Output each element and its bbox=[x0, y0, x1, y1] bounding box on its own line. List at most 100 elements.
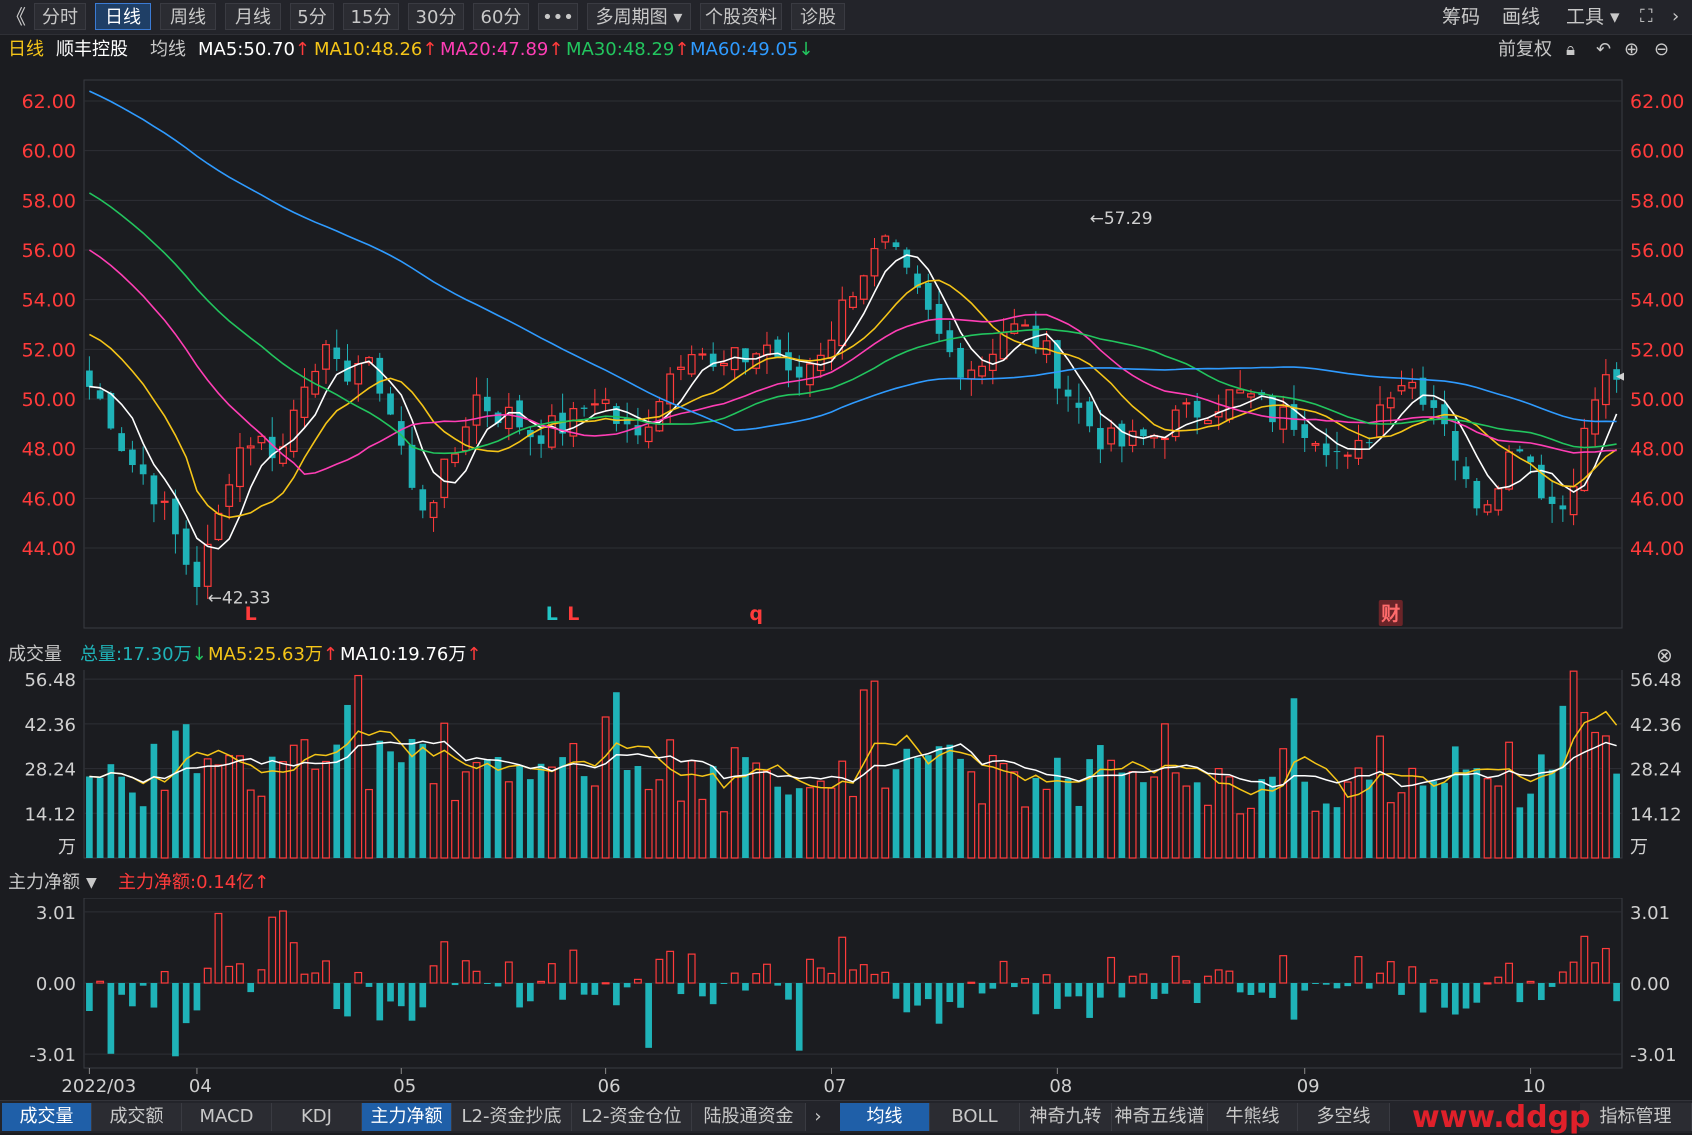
candle-body bbox=[687, 354, 696, 375]
indicator-tab-2[interactable]: MACD bbox=[182, 1103, 272, 1131]
volume-bar bbox=[1494, 785, 1503, 859]
candle-body bbox=[1473, 480, 1481, 509]
volume-bar bbox=[1322, 803, 1330, 858]
toolbar-button-3[interactable]: 月线 bbox=[225, 3, 281, 30]
volume-bar bbox=[1150, 776, 1159, 859]
overlay-tab-4[interactable]: 牛熊线 bbox=[1208, 1103, 1298, 1131]
capital-bar bbox=[129, 983, 136, 1007]
indicator-tab-6[interactable]: L2-资金仓位 bbox=[572, 1103, 692, 1131]
overlay-tab-3[interactable]: 神奇五线谱 bbox=[1112, 1103, 1208, 1131]
candle-body bbox=[1160, 437, 1169, 441]
capital-bar bbox=[1075, 983, 1083, 997]
volume-bar bbox=[1258, 779, 1266, 858]
overlay-tab-0[interactable]: 均线 bbox=[840, 1103, 930, 1131]
chevron-right-icon[interactable]: › bbox=[1672, 6, 1680, 27]
zoom-in-icon[interactable]: ⊕ bbox=[1624, 39, 1640, 60]
volume-bar bbox=[838, 760, 847, 859]
toolbar-right-1[interactable]: 画线 bbox=[1502, 6, 1541, 28]
volume-header: 成交量 总量:17.30万↓ MA5:25.63万↑ MA10:19.76万↑ … bbox=[0, 640, 1692, 670]
toolbar-right-2[interactable]: 工具 ▾ bbox=[1566, 6, 1620, 28]
volume-bar bbox=[257, 795, 266, 859]
candle-body bbox=[613, 406, 620, 424]
stock-name[interactable]: 顺丰控股 bbox=[56, 39, 128, 60]
volume-bar bbox=[387, 751, 394, 858]
volume-tick-left: 28.24 bbox=[24, 760, 76, 781]
candle-body bbox=[322, 344, 330, 370]
candle-body bbox=[408, 444, 416, 488]
ma-item-2: MA20:47.89↑ bbox=[440, 39, 564, 60]
candle-body bbox=[1064, 389, 1072, 397]
capital-bar bbox=[1398, 983, 1405, 995]
capital-bar bbox=[1150, 983, 1158, 1000]
volume-bar bbox=[354, 674, 363, 859]
capital-bar bbox=[139, 983, 147, 986]
toolbar-button-11[interactable]: 诊股 bbox=[791, 3, 845, 30]
capital-bar bbox=[376, 983, 384, 1021]
toolbar-right-0[interactable]: 筹码 bbox=[1442, 6, 1481, 28]
price-tick-left: 54.00 bbox=[22, 290, 76, 312]
capital-bar bbox=[677, 983, 685, 995]
indicator-tab-0[interactable]: 成交量 bbox=[2, 1103, 92, 1131]
volume-bar bbox=[547, 766, 556, 859]
overlay-tab-2[interactable]: 神奇九转 bbox=[1020, 1103, 1112, 1131]
candle-body bbox=[634, 425, 642, 436]
marker-4: 财 bbox=[1381, 602, 1400, 625]
candle-body bbox=[1182, 402, 1191, 405]
low-price-label: ←42.33 bbox=[208, 588, 271, 608]
candle-body bbox=[1419, 377, 1427, 405]
candle-body bbox=[547, 415, 556, 448]
toolbar-button-6[interactable]: 30分 bbox=[408, 3, 464, 30]
indicator-tab-3[interactable]: KDJ bbox=[272, 1103, 362, 1131]
capital-bar bbox=[1322, 983, 1330, 985]
candle-body bbox=[1054, 340, 1061, 389]
caret-down-icon[interactable]: ▼ bbox=[86, 875, 97, 891]
price-tick-left: 44.00 bbox=[22, 538, 76, 560]
double-chevron-left-icon[interactable]: 《 bbox=[6, 5, 26, 29]
indicator-tab-4[interactable]: 主力净额 bbox=[362, 1103, 452, 1131]
adjust-label[interactable]: 前复权 bbox=[1498, 39, 1552, 60]
indicator-tab-5[interactable]: L2-资金抄底 bbox=[452, 1103, 572, 1131]
candle-body bbox=[376, 357, 384, 394]
indicator-manage-tab[interactable]: 指标管理 bbox=[1580, 1103, 1692, 1131]
capital-bar bbox=[730, 972, 739, 984]
marker-2: L bbox=[567, 603, 579, 625]
lock-icon[interactable]: 🔒︎ bbox=[1566, 40, 1576, 60]
volume-bar bbox=[1010, 771, 1019, 859]
capital-bar bbox=[1247, 983, 1255, 995]
toolbar-button-7[interactable]: 60分 bbox=[473, 3, 529, 30]
candle-body bbox=[676, 366, 685, 370]
candle-body bbox=[300, 386, 309, 418]
toolbar-button-10[interactable]: 个股资料 bbox=[700, 3, 782, 30]
x-label-6: 09 bbox=[1297, 1076, 1320, 1097]
toolbar-button-4[interactable]: 5分 bbox=[290, 3, 334, 30]
volume-title[interactable]: 成交量 bbox=[8, 644, 62, 665]
indicator-tab-7[interactable]: 陆股通资金 bbox=[692, 1103, 806, 1131]
capital-title[interactable]: 主力净额 bbox=[8, 872, 80, 893]
close-circle-icon[interactable]: ⊗ bbox=[1656, 643, 1673, 667]
volume-bar bbox=[1483, 778, 1492, 859]
undo-icon[interactable]: ↶ bbox=[1596, 39, 1612, 60]
capital-bar bbox=[1182, 980, 1191, 984]
zoom-out-icon[interactable]: ⊖ bbox=[1654, 39, 1670, 60]
ma-label[interactable]: 均线 bbox=[150, 39, 186, 60]
toolbar-button-5[interactable]: 15分 bbox=[343, 3, 399, 30]
toolbar-button-0[interactable]: 分时 bbox=[34, 3, 86, 30]
stock-chart[interactable]: 62.00 62.00 60.00 60.00 58.00 58.00 56.00 56.00… bbox=[0, 66, 1692, 1100]
candle-body bbox=[1128, 430, 1137, 446]
capital-bar bbox=[1042, 974, 1051, 984]
toolbar-button-8[interactable]: ••• bbox=[538, 3, 578, 30]
overlay-tab-5[interactable]: 多空线 bbox=[1298, 1103, 1390, 1131]
candle-body bbox=[172, 498, 179, 535]
overlay-tab-1[interactable]: BOLL bbox=[930, 1103, 1020, 1131]
fullscreen-icon[interactable]: ⛶ bbox=[1640, 6, 1653, 27]
candle-body bbox=[1494, 488, 1503, 511]
capital-value: 主力净额:0.14亿↑ bbox=[118, 872, 270, 893]
capital-bar bbox=[827, 972, 836, 984]
toolbar-button-2[interactable]: 周线 bbox=[160, 3, 216, 30]
volume-bar bbox=[333, 744, 341, 858]
toolbar-button-1[interactable]: 日线 bbox=[95, 3, 151, 30]
indicator-tab-1[interactable]: 成交额 bbox=[92, 1103, 182, 1131]
candle-body bbox=[1386, 397, 1395, 409]
toolbar-button-9[interactable]: 多周期图 ▾ bbox=[587, 3, 691, 30]
chevron-right-icon[interactable]: › bbox=[814, 1106, 822, 1127]
